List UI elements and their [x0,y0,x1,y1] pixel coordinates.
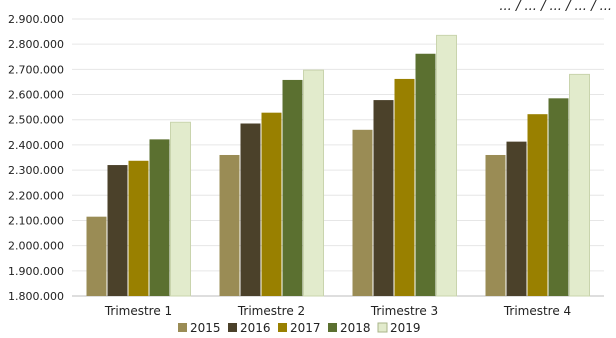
bar-2016-trimestre-3 [373,100,394,297]
legend-swatch [178,323,187,332]
x-tick-label: Trimestre 4 [503,304,571,318]
bar-2018-trimestre-2 [282,79,303,296]
legend: 2015 2016 2017 2018 2019 [178,321,421,335]
bar-2016-trimestre-2 [240,123,261,296]
bar-2015-trimestre-2 [219,154,240,296]
bar-2016-trimestre-1 [107,165,128,296]
y-tick-label: 2.500.000 [8,114,64,127]
bar-2017-trimestre-2 [261,112,282,296]
y-tick-label: 2.700.000 [8,63,64,76]
y-tick-label: 2.600.000 [8,89,64,102]
legend-swatch [328,323,337,332]
y-tick-label: 2.300.000 [8,164,64,177]
bar-2019-trimestre-3 [436,34,457,297]
legend-swatch [228,323,237,332]
y-tick-label: 2.100.000 [8,214,64,227]
clipped-chart-title: ... / ... / ... / ... / ... [499,0,612,14]
y-tick-label: 2.900.000 [8,13,64,26]
bar-2018-trimestre-3 [415,53,436,296]
legend-swatch [377,322,388,333]
bar-2019-trimestre-4 [569,73,590,297]
chart-title-partial: ... / ... / ... / ... / ... [499,0,612,14]
legend-label: 2016 [240,321,271,335]
legend-label: 2019 [390,321,421,335]
legend-label: 2015 [190,321,221,335]
bar-2015-trimestre-1 [86,216,107,296]
y-tick-label: 1.800.000 [8,290,64,303]
bar-2015-trimestre-3 [352,129,373,296]
legend-label: 2017 [290,321,321,335]
x-tick-label: Trimestre 3 [370,304,438,318]
y-tick-label: 2.400.000 [8,139,64,152]
bar-2015-trimestre-4 [485,154,506,296]
bar-2017-trimestre-1 [128,160,149,296]
bar-2016-trimestre-4 [506,141,527,296]
x-tick-label: Trimestre 2 [237,304,305,318]
y-tick-label: 2.800.000 [8,38,64,51]
bar-2017-trimestre-4 [527,114,548,296]
bar-2019-trimestre-1 [170,121,191,297]
y-tick-label: 1.900.000 [8,265,64,278]
bars [86,34,590,297]
y-tick-label: 2.200.000 [8,189,64,202]
x-tick-label: Trimestre 1 [104,304,172,318]
bar-2018-trimestre-1 [149,139,170,296]
bar-2019-trimestre-2 [303,69,324,297]
y-tick-label: 2.000.000 [8,240,64,253]
bar-2018-trimestre-4 [548,98,569,296]
y-axis: 1.800.000 1.900.000 2.000.000 2.100.000 2.20… [8,13,64,303]
bar-2017-trimestre-3 [394,78,415,296]
legend-label: 2018 [340,321,371,335]
legend-swatch [278,323,287,332]
x-axis: Trimestre 1 Trimestre 2 Trimestre 3 Trimest… [104,304,571,318]
